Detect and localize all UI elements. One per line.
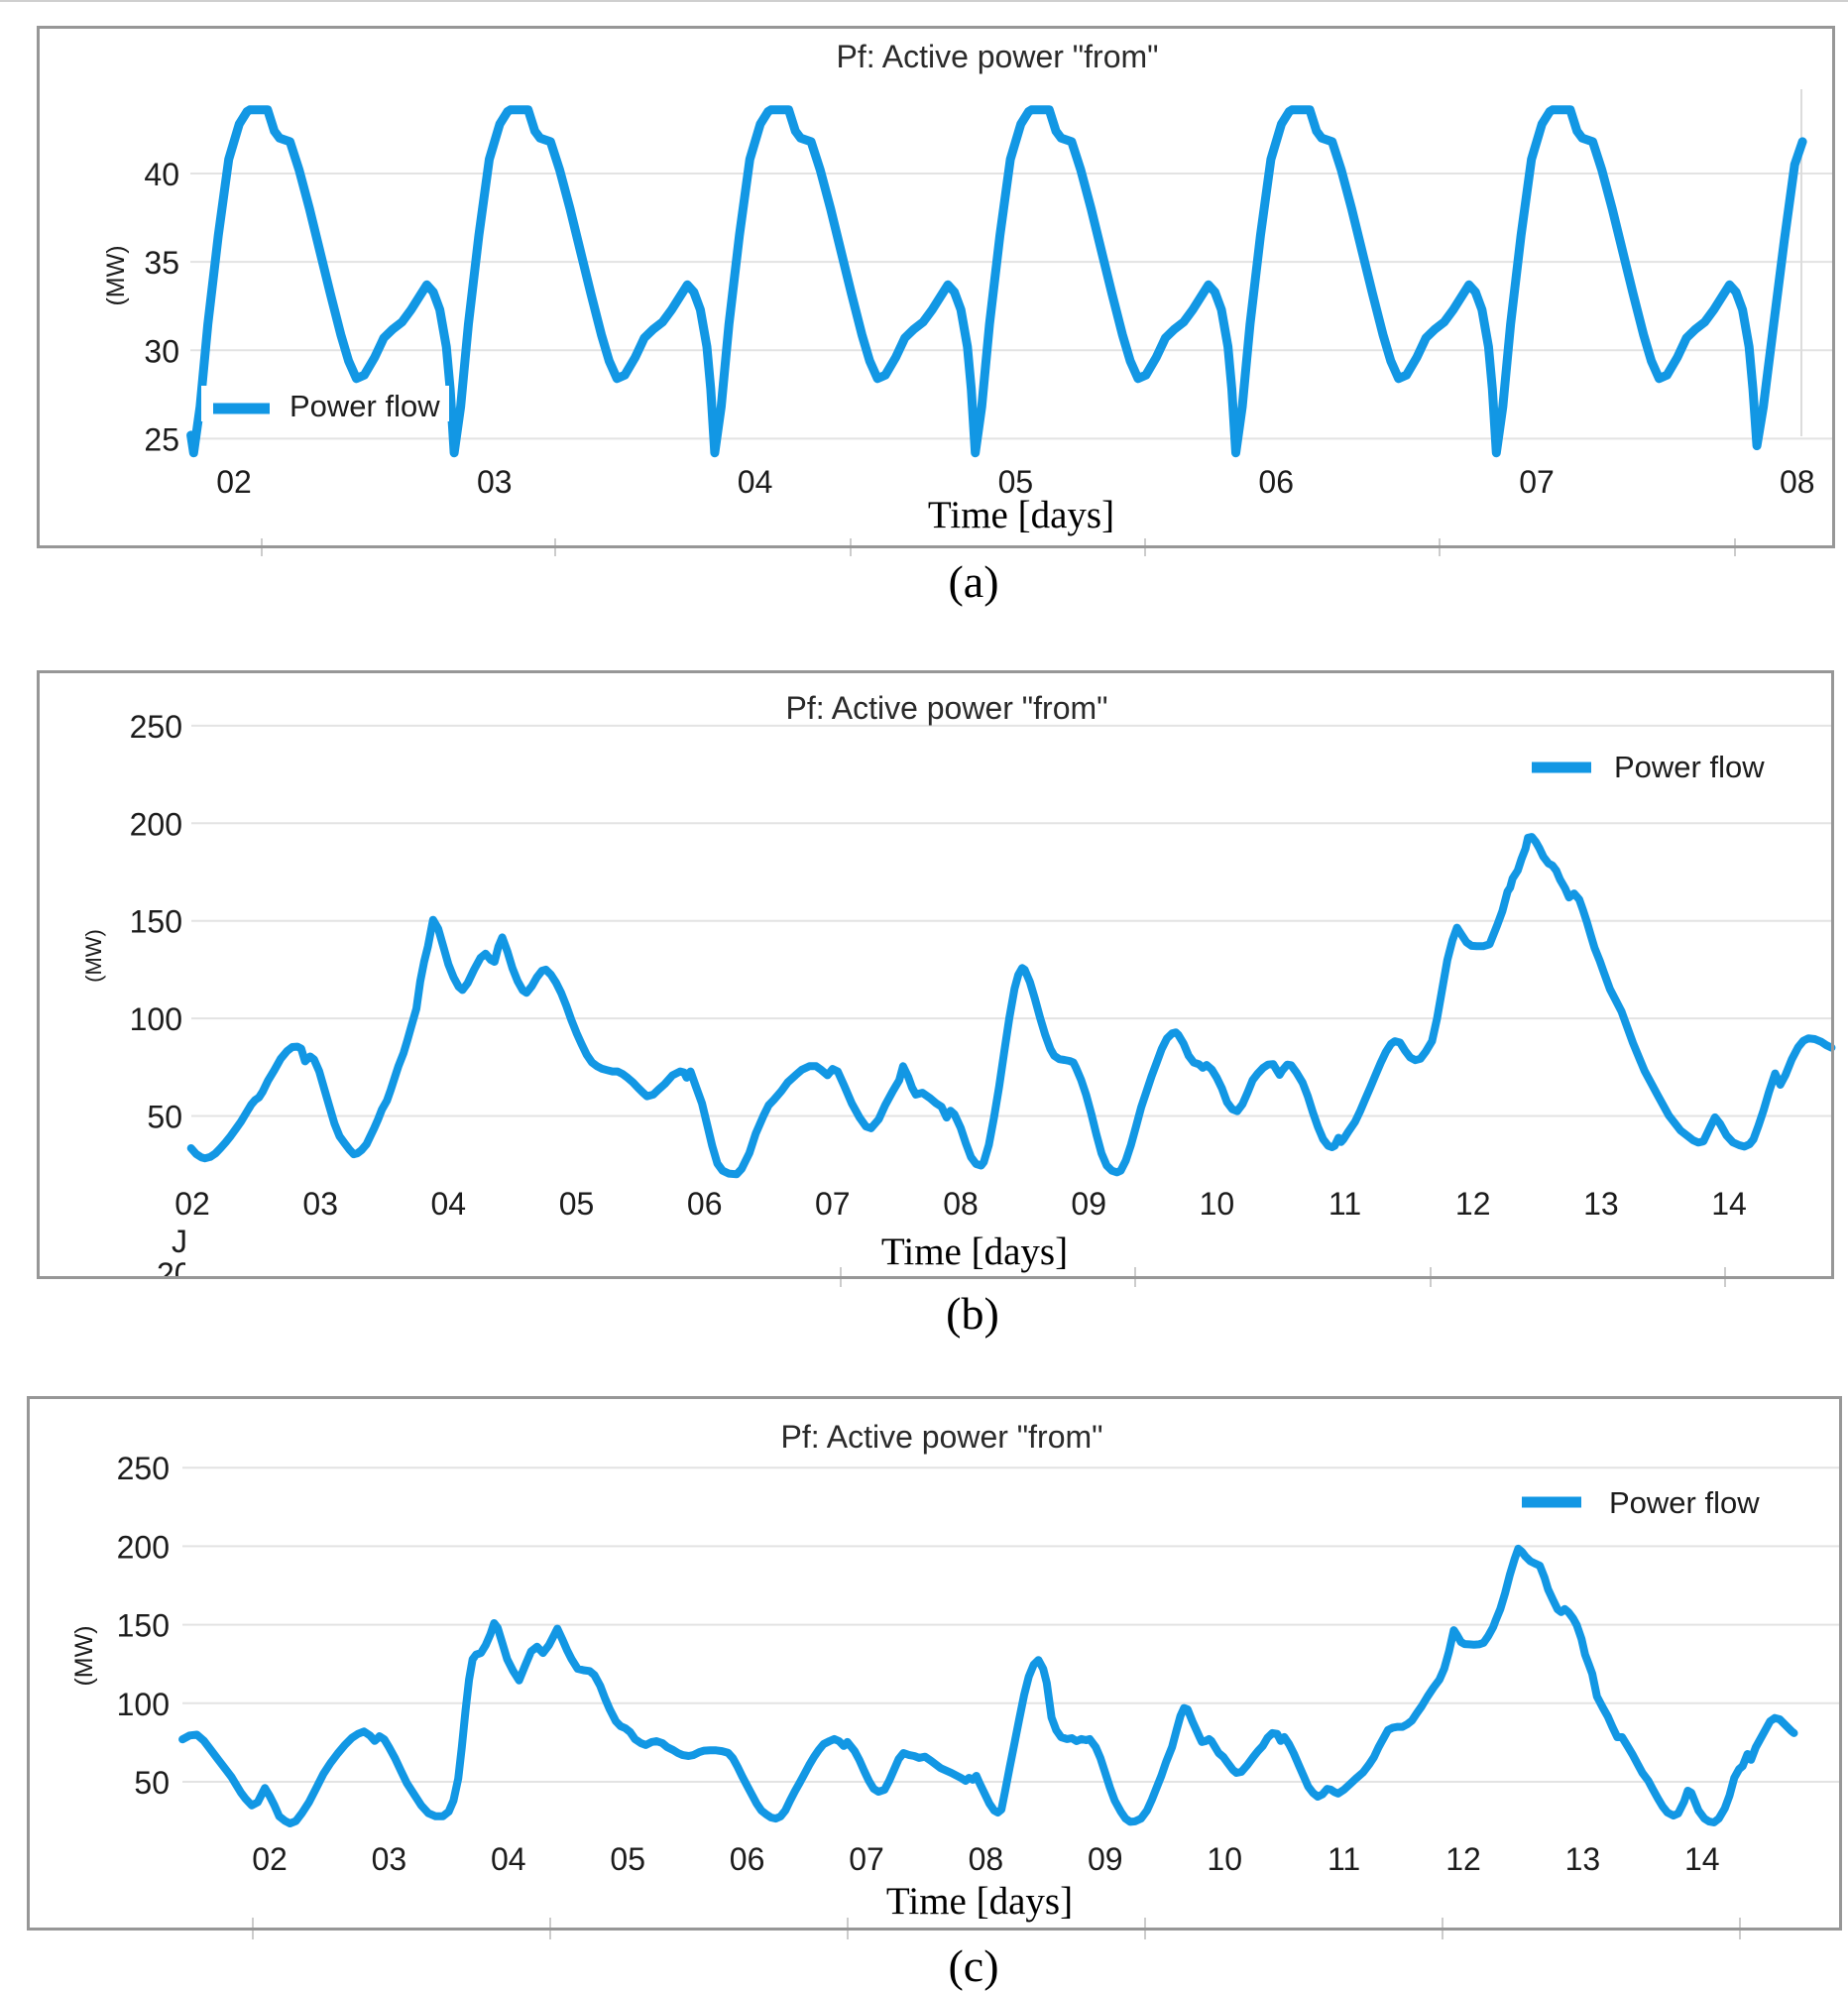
svg-text:02: 02 bbox=[216, 464, 252, 500]
svg-text:14: 14 bbox=[1684, 1841, 1720, 1877]
svg-text:13: 13 bbox=[1583, 1186, 1619, 1222]
svg-text:Pf: Active power "from": Pf: Active power "from" bbox=[780, 1419, 1102, 1455]
svg-text:50: 50 bbox=[134, 1765, 170, 1801]
svg-text:30: 30 bbox=[144, 333, 179, 369]
svg-text:08: 08 bbox=[1780, 464, 1815, 500]
svg-text:14: 14 bbox=[1711, 1186, 1747, 1222]
svg-text:03: 03 bbox=[302, 1186, 338, 1222]
svg-text:25: 25 bbox=[144, 421, 179, 457]
svg-text:09: 09 bbox=[1088, 1841, 1123, 1877]
svg-text:05: 05 bbox=[559, 1186, 595, 1222]
svg-text:(MW): (MW) bbox=[70, 1625, 98, 1686]
svg-text:Power flow: Power flow bbox=[289, 389, 440, 423]
svg-text:10: 10 bbox=[1207, 1841, 1242, 1877]
svg-text:50: 50 bbox=[147, 1100, 182, 1135]
svg-text:05: 05 bbox=[610, 1841, 645, 1877]
svg-text:Time [days]: Time [days] bbox=[881, 1230, 1068, 1273]
svg-text:Time [days]: Time [days] bbox=[928, 494, 1114, 536]
svg-text:03: 03 bbox=[477, 464, 513, 500]
svg-text:08: 08 bbox=[943, 1186, 979, 1222]
svg-text:200: 200 bbox=[117, 1529, 170, 1565]
svg-text:04: 04 bbox=[491, 1841, 526, 1877]
svg-text:10: 10 bbox=[1200, 1186, 1235, 1222]
svg-text:Time [days]: Time [days] bbox=[886, 1880, 1073, 1923]
svg-text:(a): (a) bbox=[948, 556, 998, 607]
svg-text:12: 12 bbox=[1455, 1186, 1491, 1222]
svg-text:04: 04 bbox=[738, 464, 773, 500]
svg-text:40: 40 bbox=[144, 157, 179, 192]
svg-text:04: 04 bbox=[431, 1186, 467, 1222]
svg-text:Pf: Active power "from": Pf: Active power "from" bbox=[785, 690, 1107, 726]
svg-text:Pf: Active power "from": Pf: Active power "from" bbox=[836, 39, 1158, 74]
svg-text:250: 250 bbox=[130, 709, 182, 745]
svg-text:07: 07 bbox=[849, 1841, 884, 1877]
svg-text:(MW): (MW) bbox=[102, 245, 130, 305]
svg-text:11: 11 bbox=[1328, 1186, 1361, 1222]
svg-text:100: 100 bbox=[130, 1001, 182, 1037]
svg-text:03: 03 bbox=[372, 1841, 407, 1877]
svg-text:13: 13 bbox=[1565, 1841, 1601, 1877]
svg-text:06: 06 bbox=[687, 1186, 723, 1222]
svg-text:(MW): (MW) bbox=[81, 929, 106, 983]
svg-text:Jan: Jan bbox=[172, 1224, 223, 1259]
svg-text:(b): (b) bbox=[946, 1288, 999, 1339]
svg-text:12: 12 bbox=[1445, 1841, 1481, 1877]
svg-text:07: 07 bbox=[1519, 464, 1555, 500]
svg-text:100: 100 bbox=[117, 1687, 170, 1722]
svg-text:06: 06 bbox=[1258, 464, 1294, 500]
svg-text:Power flow: Power flow bbox=[1609, 1485, 1760, 1520]
svg-text:02: 02 bbox=[174, 1186, 210, 1222]
svg-text:(c): (c) bbox=[948, 1940, 998, 1991]
svg-text:05: 05 bbox=[998, 464, 1034, 500]
svg-text:2020: 2020 bbox=[157, 1256, 227, 1292]
svg-text:250: 250 bbox=[117, 1451, 170, 1486]
svg-text:02: 02 bbox=[252, 1841, 288, 1877]
svg-text:08: 08 bbox=[969, 1841, 1004, 1877]
svg-text:Power flow: Power flow bbox=[1614, 750, 1765, 784]
svg-text:150: 150 bbox=[130, 904, 182, 940]
svg-text:150: 150 bbox=[117, 1608, 170, 1644]
svg-text:09: 09 bbox=[1071, 1186, 1106, 1222]
svg-text:06: 06 bbox=[730, 1841, 765, 1877]
svg-text:07: 07 bbox=[815, 1186, 851, 1222]
svg-text:35: 35 bbox=[144, 245, 179, 281]
svg-text:200: 200 bbox=[130, 806, 182, 842]
svg-text:11: 11 bbox=[1328, 1841, 1360, 1877]
